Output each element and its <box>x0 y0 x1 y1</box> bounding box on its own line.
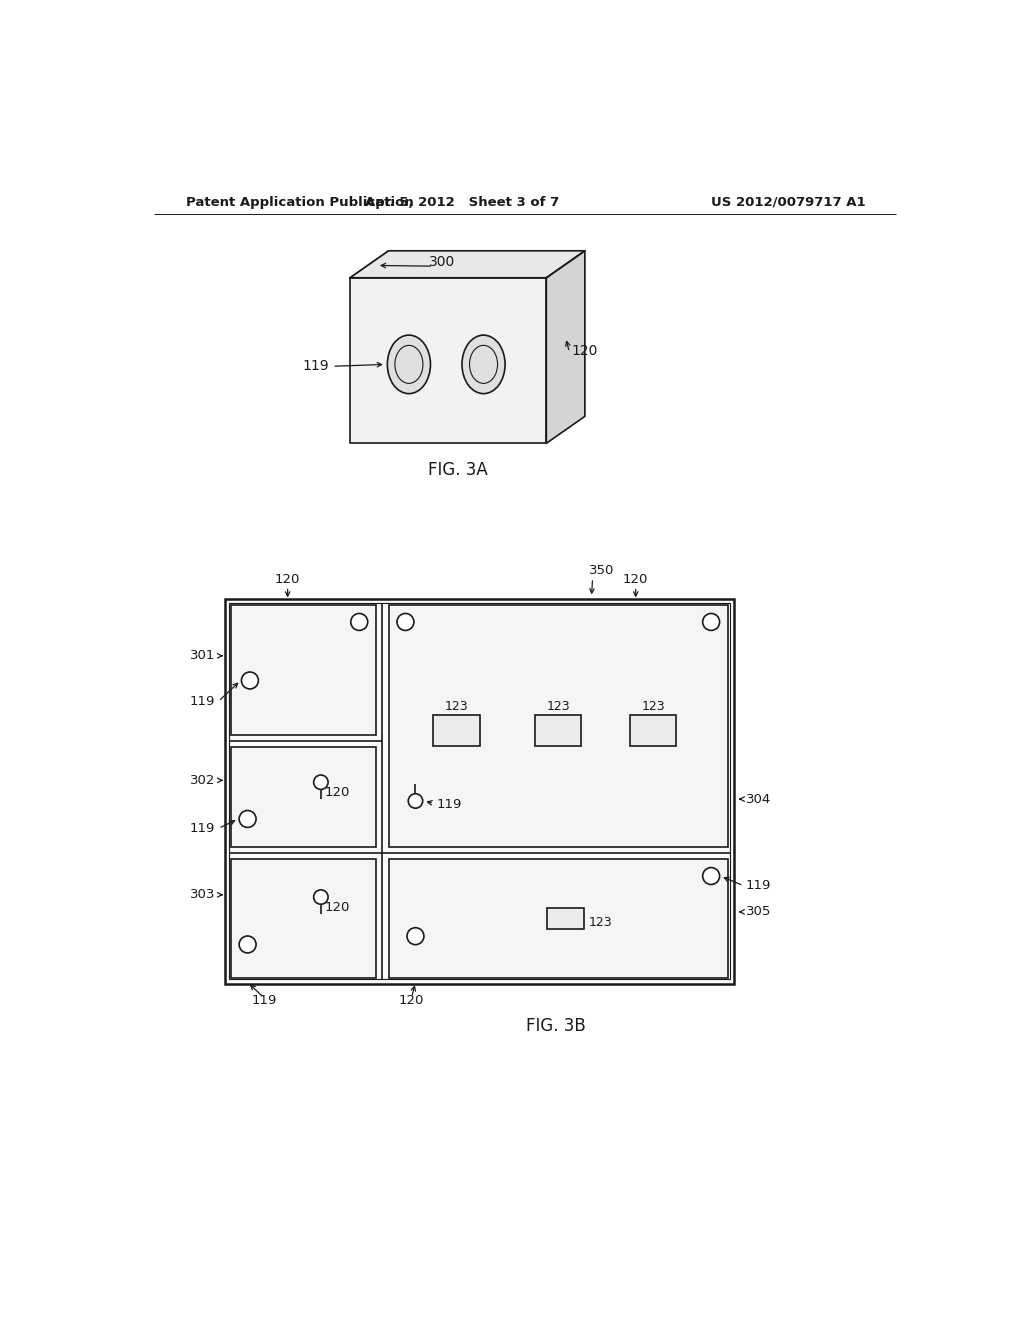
Text: 119: 119 <box>745 879 771 892</box>
Polygon shape <box>350 251 585 277</box>
Bar <box>230 859 376 978</box>
Text: 350: 350 <box>589 564 614 577</box>
Text: 119: 119 <box>437 799 463 812</box>
Bar <box>388 605 728 847</box>
Text: FIG. 3A: FIG. 3A <box>428 461 487 479</box>
Text: 120: 120 <box>571 345 597 358</box>
Text: 123: 123 <box>547 700 570 713</box>
Text: US 2012/0079717 A1: US 2012/0079717 A1 <box>712 195 866 209</box>
Circle shape <box>702 867 720 884</box>
Circle shape <box>409 793 423 808</box>
Text: 119: 119 <box>303 359 330 374</box>
Circle shape <box>313 890 328 904</box>
Text: 119: 119 <box>189 694 215 708</box>
Bar <box>547 908 584 929</box>
Text: 123: 123 <box>444 700 468 713</box>
Text: 302: 302 <box>189 774 215 787</box>
Text: FIG. 3B: FIG. 3B <box>526 1018 586 1035</box>
Circle shape <box>313 775 328 789</box>
Polygon shape <box>547 251 585 444</box>
Text: 119: 119 <box>189 822 215 834</box>
Circle shape <box>242 672 258 689</box>
Polygon shape <box>350 277 547 444</box>
Bar <box>229 603 730 979</box>
Text: 120: 120 <box>399 994 424 1007</box>
Text: 304: 304 <box>745 792 771 805</box>
Text: 305: 305 <box>745 906 771 919</box>
Text: 123: 123 <box>588 916 611 929</box>
Text: 303: 303 <box>189 888 215 902</box>
Bar <box>224 599 734 983</box>
Bar <box>536 715 582 746</box>
Ellipse shape <box>462 335 505 393</box>
Circle shape <box>702 614 720 631</box>
Ellipse shape <box>387 335 430 393</box>
Text: 119: 119 <box>251 994 276 1007</box>
Bar <box>433 715 479 746</box>
Text: Apr. 5, 2012   Sheet 3 of 7: Apr. 5, 2012 Sheet 3 of 7 <box>365 195 559 209</box>
Text: 300: 300 <box>429 255 456 269</box>
Text: 301: 301 <box>189 649 215 663</box>
Text: 123: 123 <box>642 700 666 713</box>
Text: 120: 120 <box>275 573 300 586</box>
Circle shape <box>240 936 256 953</box>
Bar <box>388 859 728 978</box>
Text: 120: 120 <box>325 900 350 913</box>
Bar <box>230 747 376 847</box>
Circle shape <box>351 614 368 631</box>
Circle shape <box>240 810 256 828</box>
Circle shape <box>397 614 414 631</box>
Text: 120: 120 <box>325 785 350 799</box>
Bar <box>631 715 677 746</box>
Text: Patent Application Publication: Patent Application Publication <box>186 195 414 209</box>
Circle shape <box>407 928 424 945</box>
Text: 120: 120 <box>623 573 648 586</box>
Bar <box>230 605 376 735</box>
